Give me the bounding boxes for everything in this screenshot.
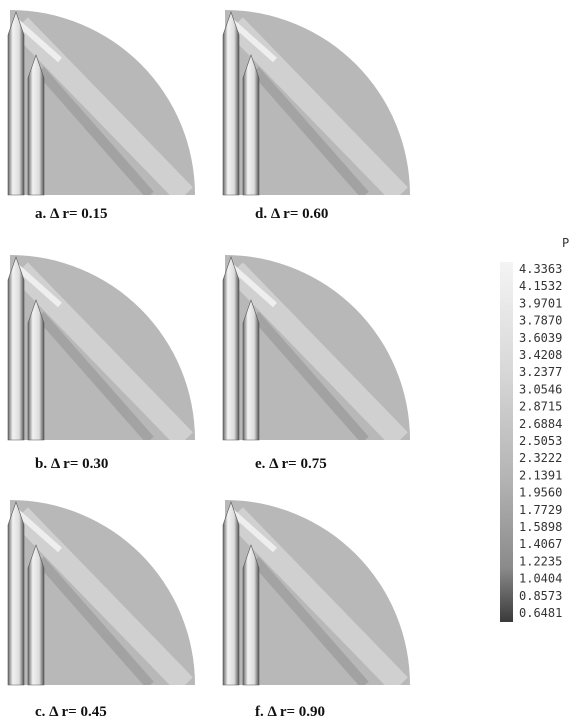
legend-value: 3.9701 [519,296,562,310]
figure: a. Δ r= 0.15 b. Δ r= 0.30 c. Δ r= 0.45 d… [0,0,580,720]
legend-value: 0.8573 [519,589,562,603]
legend-value: 3.4208 [519,348,562,362]
contour-panel [223,10,410,195]
legend-value: 0.6481 [519,606,562,620]
legend-value: 4.3363 [519,262,562,276]
legend-value: 2.6884 [519,417,562,431]
contour-panel [8,500,195,685]
legend-value: 1.2235 [519,554,562,568]
legend-title: P [562,236,569,250]
legend-value: 1.4067 [519,537,562,551]
legend-values: 4.3363 4.1532 3.9701 3.7870 3.6039 3.4208 3.23… [519,262,562,620]
contour-panel [8,10,195,195]
contour-panel [223,255,410,440]
legend-value: 2.3222 [519,451,562,465]
panel-caption: c. Δ r= 0.45 [35,704,107,720]
legend-value: 2.1391 [519,468,562,482]
legend-value: 3.7870 [519,314,562,328]
panel-caption: b. Δ r= 0.30 [35,456,108,472]
legend-value: 3.0546 [519,382,562,396]
legend-value: 3.2377 [519,365,562,379]
contour-panel [223,500,410,685]
legend-value: 3.6039 [519,331,562,345]
panel-caption: a. Δ r= 0.15 [35,206,108,222]
figure-canvas: a. Δ r= 0.15 b. Δ r= 0.30 c. Δ r= 0.45 d… [0,0,580,720]
colorbar [500,262,513,622]
panel-caption: f. Δ r= 0.90 [255,704,325,720]
legend-value: 1.7729 [519,503,562,517]
contour-panel [8,255,195,440]
legend-value: 1.5898 [519,520,562,534]
panel-caption: e. Δ r= 0.75 [255,456,327,472]
legend-value: 1.9560 [519,486,562,500]
legend-value: 1.0404 [519,572,562,586]
panel-caption: d. Δ r= 0.60 [255,206,328,222]
legend-value: 2.5053 [519,434,562,448]
legend-value: 2.8715 [519,400,562,414]
legend-value: 4.1532 [519,279,562,293]
